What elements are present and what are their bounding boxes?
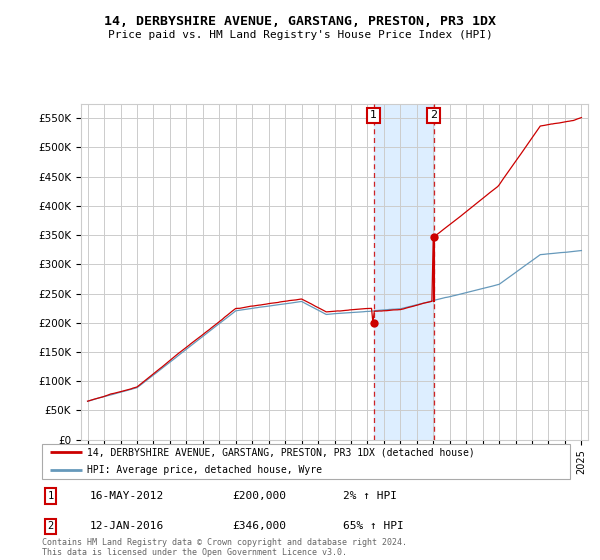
Text: 12-JAN-2016: 12-JAN-2016 <box>89 521 164 531</box>
Text: £346,000: £346,000 <box>232 521 286 531</box>
FancyBboxPatch shape <box>42 444 570 479</box>
Text: 2: 2 <box>47 521 53 531</box>
Text: 2: 2 <box>430 110 437 120</box>
Text: £200,000: £200,000 <box>232 491 286 501</box>
Text: 1: 1 <box>370 110 377 120</box>
Bar <box>374 104 434 440</box>
Text: 65% ↑ HPI: 65% ↑ HPI <box>343 521 404 531</box>
Text: 14, DERBYSHIRE AVENUE, GARSTANG, PRESTON, PR3 1DX (detached house): 14, DERBYSHIRE AVENUE, GARSTANG, PRESTON… <box>87 447 475 458</box>
Text: Contains HM Land Registry data © Crown copyright and database right 2024.
This d: Contains HM Land Registry data © Crown c… <box>42 538 407 557</box>
Text: 14, DERBYSHIRE AVENUE, GARSTANG, PRESTON, PR3 1DX: 14, DERBYSHIRE AVENUE, GARSTANG, PRESTON… <box>104 15 496 28</box>
Text: 2% ↑ HPI: 2% ↑ HPI <box>343 491 397 501</box>
Text: HPI: Average price, detached house, Wyre: HPI: Average price, detached house, Wyre <box>87 465 322 475</box>
Text: Price paid vs. HM Land Registry's House Price Index (HPI): Price paid vs. HM Land Registry's House … <box>107 30 493 40</box>
Text: 1: 1 <box>47 491 53 501</box>
Text: 16-MAY-2012: 16-MAY-2012 <box>89 491 164 501</box>
